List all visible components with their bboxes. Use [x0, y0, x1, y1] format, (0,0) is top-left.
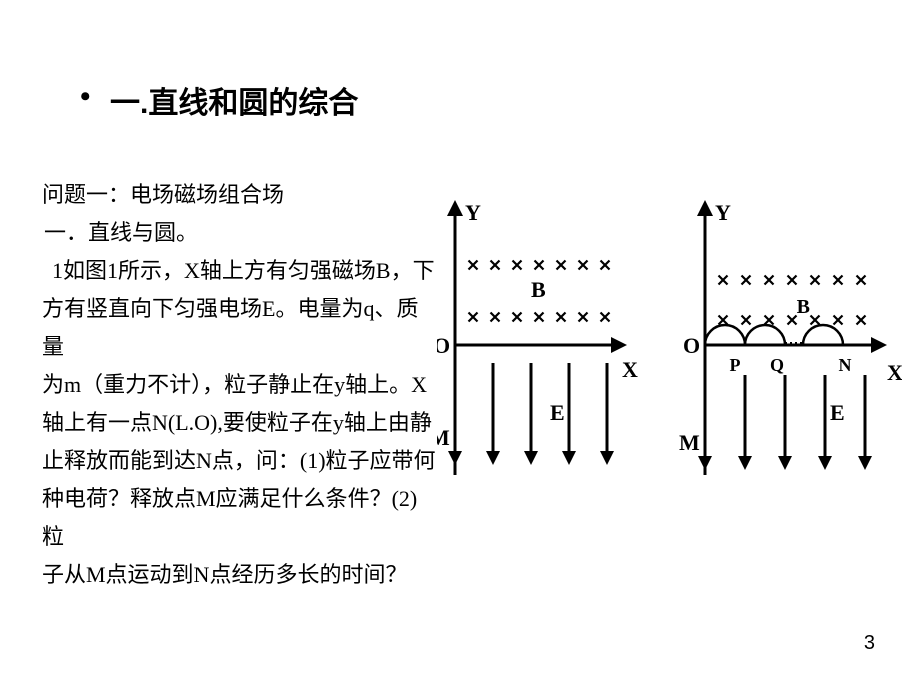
- svg-text:O: O: [683, 333, 700, 358]
- svg-text:E: E: [550, 400, 565, 425]
- line-3a: 1如图1所示，X轴上方有匀强磁场B，下: [52, 252, 437, 290]
- svg-text:B: B: [531, 277, 546, 302]
- line-3c: 为m（重力不计），粒子静止在y轴上。X: [42, 366, 437, 404]
- line-3f: 种电荷？释放点M应满足什么条件？(2)粒: [42, 480, 437, 556]
- svg-text:E: E: [830, 400, 845, 425]
- svg-text:Q: Q: [770, 355, 784, 375]
- svg-text:P: P: [730, 355, 741, 375]
- svg-text:Y: Y: [715, 200, 731, 225]
- svg-text:M: M: [679, 430, 700, 455]
- line-3d: 轴上有一点N(L.O),要使粒子在y轴上由静: [42, 404, 437, 442]
- problem-text: 问题一：电场磁场组合场 一．直线与圆。 1如图1所示，X轴上方有匀强磁场B，下 …: [42, 176, 437, 594]
- section-heading: 一.直线和圆的综合: [110, 78, 358, 122]
- svg-text:X: X: [622, 357, 638, 382]
- line-1: 问题一：电场磁场组合场: [42, 176, 437, 214]
- line-3g: 子从M点运动到N点经历多长的时间？: [42, 556, 437, 594]
- physics-diagrams: Y X O B E M Y X O B P Q N E M: [437, 180, 902, 490]
- figures-container: Y X O B E M Y X O B P Q N E M: [437, 180, 902, 490]
- svg-text:B: B: [797, 296, 810, 318]
- svg-text:X: X: [887, 360, 902, 385]
- line-2: 一．直线与圆。: [44, 214, 437, 252]
- bullet-dot: •: [80, 80, 91, 114]
- svg-text:N: N: [839, 355, 852, 375]
- svg-text:O: O: [437, 333, 450, 358]
- svg-text:M: M: [437, 425, 450, 450]
- line-3e: 止释放而能到达N点，问：(1)粒子应带何: [42, 442, 437, 480]
- line-3b: 方有竖直向下匀强电场E。电量为q、质量: [42, 290, 437, 366]
- svg-text:Y: Y: [465, 200, 481, 225]
- page-number: 3: [864, 632, 875, 655]
